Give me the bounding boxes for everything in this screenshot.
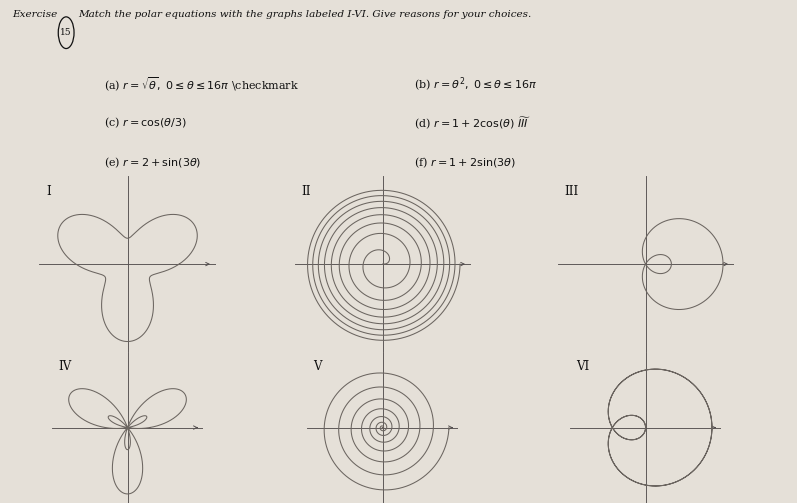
Text: (f) $r = 1 + 2\sin(3\theta)$: (f) $r = 1 + 2\sin(3\theta)$ [414, 156, 516, 171]
Text: (c) $r = \cos(\theta/3)$: (c) $r = \cos(\theta/3)$ [104, 116, 186, 130]
Text: (b) $r = \theta^2,\; 0 \leq \theta \leq 16\pi$: (b) $r = \theta^2,\; 0 \leq \theta \leq … [414, 75, 538, 94]
Text: (a) $r = \sqrt{\theta},\; 0 \leq \theta \leq 16\pi$ \checkmark: (a) $r = \sqrt{\theta},\; 0 \leq \theta … [104, 75, 299, 94]
Text: II: II [301, 185, 311, 198]
Text: (d) $r = 1 + 2\cos(\theta)$ $\widetilde{III}$: (d) $r = 1 + 2\cos(\theta)$ $\widetilde{… [414, 116, 531, 132]
Text: IV: IV [58, 360, 72, 373]
Text: (e) $r = 2 + \sin(3\theta)$: (e) $r = 2 + \sin(3\theta)$ [104, 156, 201, 171]
Text: VI: VI [576, 360, 590, 373]
Text: V: V [313, 360, 322, 373]
Text: Exercise: Exercise [12, 10, 57, 19]
Text: Match the polar equations with the graphs labeled I-VI. Give reasons for your ch: Match the polar equations with the graph… [78, 10, 532, 19]
Text: I: I [46, 185, 51, 198]
Text: III: III [564, 185, 579, 198]
Text: 15: 15 [61, 28, 72, 37]
